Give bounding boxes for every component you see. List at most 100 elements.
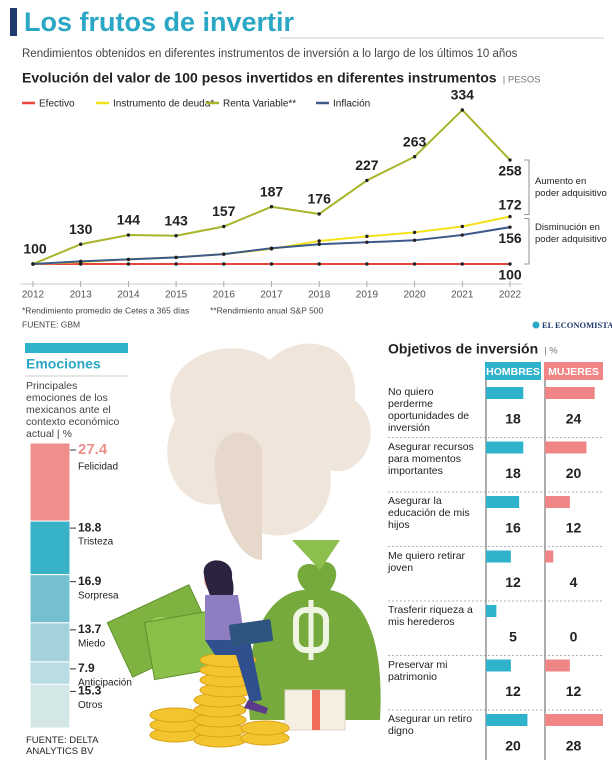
data-label: 5: [509, 629, 517, 645]
point: [79, 259, 83, 264]
legend-label: Renta Variable**: [223, 99, 296, 110]
data-label: 263: [403, 133, 427, 149]
bracket: [524, 159, 530, 216]
data-label: 156: [498, 230, 522, 246]
illustration: [106, 343, 381, 748]
bar: [486, 714, 528, 726]
legend-label: Instrumento de deuda*: [113, 99, 214, 110]
data-label: 176: [308, 191, 332, 207]
bar: [545, 387, 595, 399]
point: [508, 158, 512, 162]
bar: [545, 496, 570, 508]
x-tick-label: 2017: [260, 290, 283, 301]
point: [317, 239, 321, 243]
x-tick-label: 2014: [117, 290, 140, 301]
category-label: Otros: [78, 700, 102, 711]
source: FUENTE: GBM: [22, 319, 80, 329]
point: [126, 233, 131, 237]
point: [174, 234, 178, 238]
data-label: 13.7: [78, 622, 102, 636]
chart-title: Evolución del valor de 100 pesos inverti…: [22, 70, 497, 86]
title-accent: [10, 8, 17, 36]
chart-title: Emociones: [26, 356, 101, 372]
point: [365, 240, 369, 244]
data-label: 27.4: [78, 441, 108, 458]
data-label: 157: [212, 203, 236, 219]
bar: [486, 387, 524, 399]
point: [412, 155, 417, 159]
category-label: No quiero perderme oportunidades de inve…: [388, 386, 470, 434]
data-label: 20: [566, 465, 582, 481]
data-label: 100: [498, 267, 522, 283]
point: [174, 255, 178, 260]
bar: [545, 659, 570, 672]
x-tick-label: 2012: [22, 290, 45, 301]
bar: [486, 550, 511, 563]
footnote: **Rendimiento anual S&P 500: [210, 305, 324, 315]
chart-unit: | %: [544, 346, 558, 357]
data-label: 12: [566, 520, 582, 536]
point: [412, 238, 417, 243]
data-label: 7.9: [78, 661, 95, 675]
x-tick-label: 2015: [165, 290, 188, 301]
category-label: Preservar mi patrimonio: [388, 658, 448, 683]
data-label: 15.3: [78, 684, 102, 698]
category-label: Trasferir riqueza a mis herederos: [388, 604, 473, 628]
legend-label: Efectivo: [39, 99, 75, 110]
segment: [29, 622, 71, 663]
x-tick-label: 2016: [213, 290, 236, 301]
point: [31, 262, 35, 266]
data-label: 172: [498, 196, 522, 212]
point: [508, 225, 512, 229]
chart-unit: | PESOS: [503, 75, 541, 86]
point: [508, 262, 512, 266]
point: [460, 233, 464, 237]
data-label: 12: [505, 683, 521, 699]
data-label: 18: [505, 465, 521, 481]
bar: [545, 550, 554, 563]
data-label: 28: [566, 738, 582, 754]
bar: [545, 714, 603, 726]
data-label: 143: [164, 212, 188, 228]
point: [269, 205, 274, 209]
x-tick-label: 2019: [356, 290, 379, 301]
bar: [486, 496, 520, 508]
column-header: MUJERES: [548, 366, 599, 378]
point: [460, 262, 464, 266]
brand: EL ECONOMISTA: [542, 320, 612, 330]
chart-title: Objetivos de inversión: [388, 341, 538, 357]
x-tick-label: 2020: [403, 290, 426, 301]
category-label: Asegurar recursos para momentos importan…: [388, 440, 474, 477]
column-header: HOMBRES: [486, 366, 540, 378]
point: [174, 262, 178, 266]
annotation: Aumento en poder adquisitivo: [535, 176, 607, 200]
data-label: 130: [69, 221, 93, 237]
bracket: [524, 218, 530, 265]
point: [460, 108, 464, 112]
point: [508, 214, 512, 219]
point: [222, 224, 226, 229]
annotation: Disminución en poder adquisitivo: [535, 222, 607, 246]
data-label: 0: [570, 629, 578, 645]
column-header-bg: [544, 362, 603, 380]
x-tick-label: 2013: [70, 290, 93, 301]
point: [222, 252, 226, 256]
brand-logo: [532, 321, 540, 329]
point: [269, 246, 274, 250]
category-label: Tristeza: [78, 537, 114, 548]
point: [317, 262, 321, 266]
section-accent: [25, 343, 128, 353]
category-label: Miedo: [78, 638, 106, 649]
point: [412, 230, 417, 235]
data-label: 187: [260, 183, 284, 199]
point: [79, 242, 83, 246]
page-title: Los frutos de invertir: [24, 7, 295, 37]
category-label: Asegurar la educación de mis hijos: [388, 495, 470, 531]
data-label: 24: [566, 411, 582, 427]
category-label: Sorpresa: [78, 590, 119, 601]
data-label: 16: [505, 520, 521, 536]
point: [222, 262, 226, 266]
point: [412, 262, 417, 266]
